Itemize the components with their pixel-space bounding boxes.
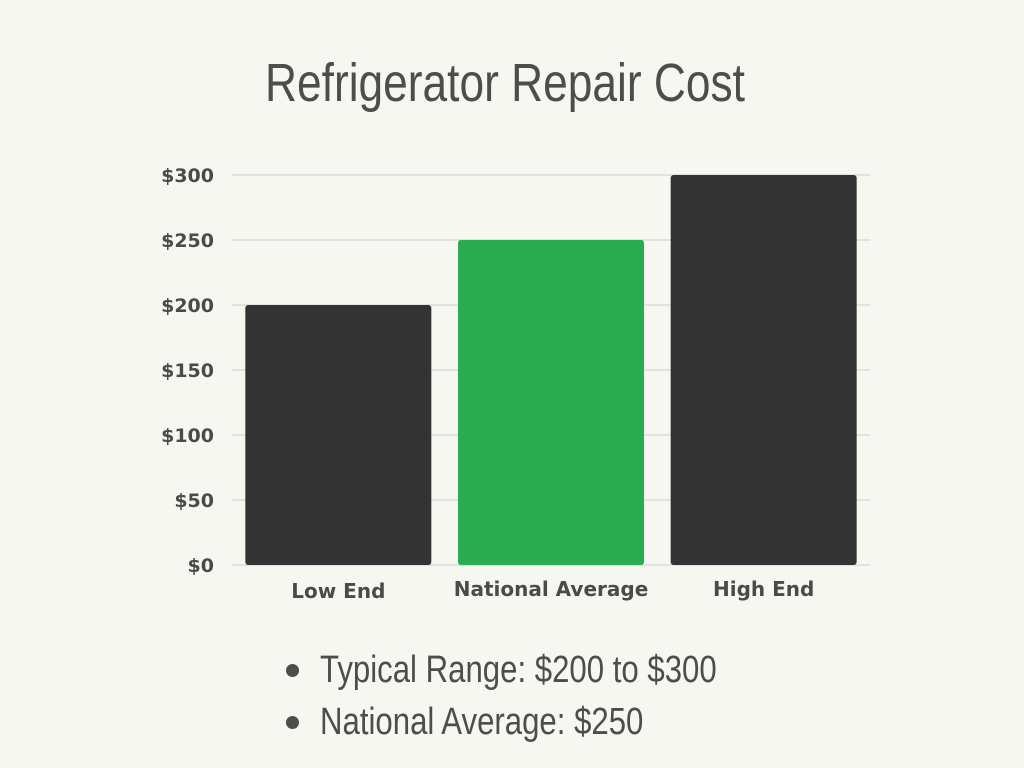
- bar-high-end: [670, 175, 857, 565]
- y-axis-ticks: $0 $50 $100 $150 $200 $250 $300: [161, 165, 214, 577]
- summary-text: Typical Range: $200 to $300: [320, 649, 717, 691]
- bar-low-end: [245, 305, 432, 565]
- y-tick-label: $50: [174, 490, 214, 512]
- summary-list: Typical Range: $200 to $300 National Ave…: [284, 646, 804, 750]
- summary-text: National Average: $250: [320, 701, 644, 743]
- x-category-label: Low End: [291, 579, 385, 603]
- y-tick-label: $100: [161, 425, 214, 447]
- x-axis-categories: Low End National Average High End: [291, 577, 814, 603]
- bar-chart: $0 $50 $100 $150 $200 $250 $300 Low End Nationa…: [161, 165, 870, 603]
- y-tick-label: $0: [188, 555, 214, 577]
- x-category-label: High End: [713, 577, 814, 601]
- y-tick-label: $300: [161, 165, 214, 187]
- chart-title: Refrigerator Repair Cost: [265, 53, 745, 113]
- bullet-dot-icon: [286, 716, 299, 729]
- y-tick-label: $150: [161, 360, 214, 382]
- summary-item-national-average: National Average: $250: [284, 698, 804, 750]
- y-tick-label: $200: [161, 295, 214, 317]
- summary-item-typical-range: Typical Range: $200 to $300: [284, 646, 804, 698]
- bullet-dot-icon: [286, 664, 299, 677]
- bars: [245, 175, 857, 565]
- bar-national-average: [458, 240, 644, 565]
- x-category-label: National Average: [454, 577, 649, 601]
- y-tick-label: $250: [161, 230, 214, 252]
